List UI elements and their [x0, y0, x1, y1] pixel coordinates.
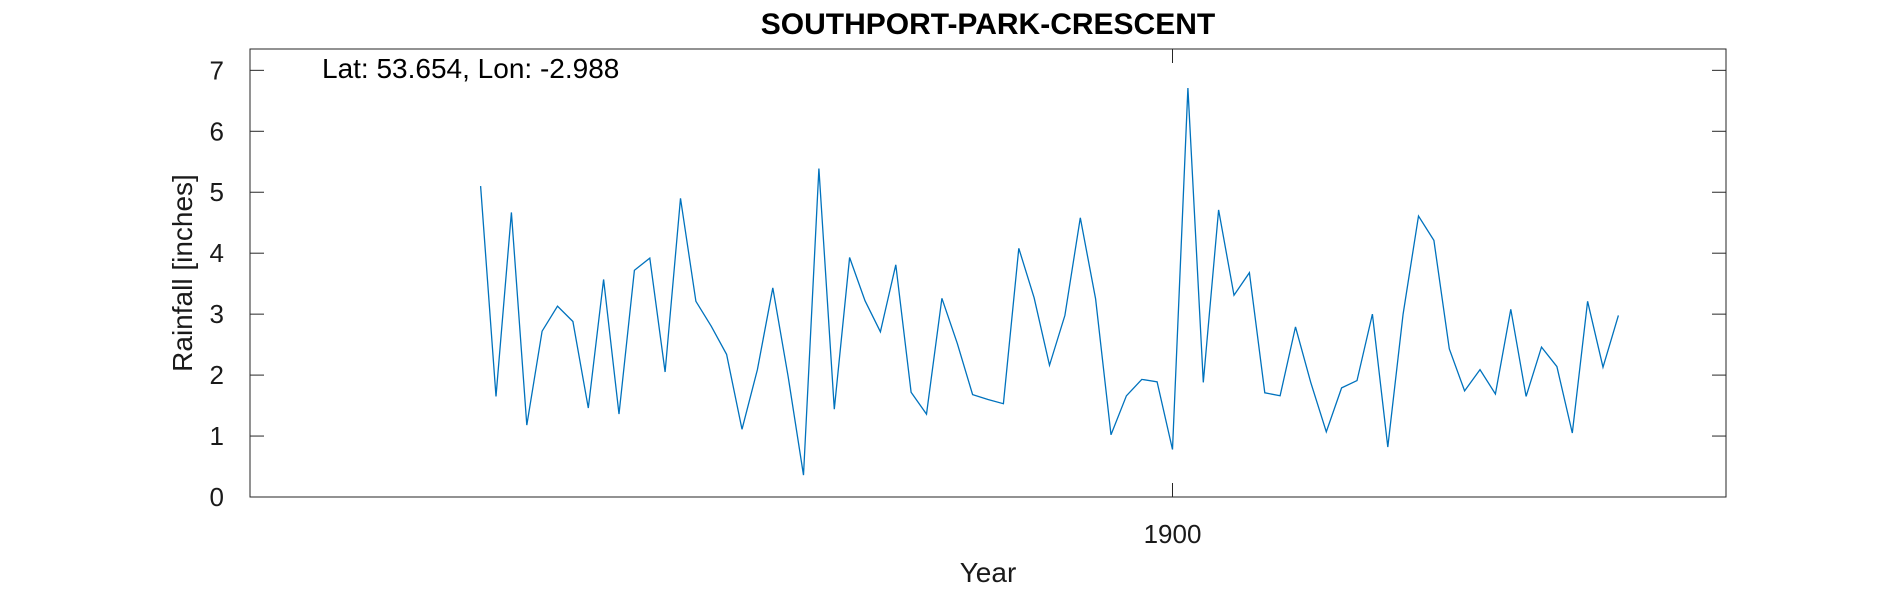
x-axis-label: Year — [960, 557, 1017, 588]
y-tick-label: 3 — [210, 299, 224, 329]
plot-area — [249, 48, 1727, 498]
location-annotation: Lat: 53.654, Lon: -2.988 — [322, 53, 619, 84]
y-tick-label: 5 — [210, 177, 224, 207]
y-tick-label: 2 — [210, 360, 224, 390]
x-tick-label: 1900 — [1144, 519, 1202, 549]
y-tick-label: 7 — [210, 55, 224, 85]
y-tick-label: 1 — [210, 421, 224, 451]
y-axis-label: Rainfall [inches] — [167, 174, 198, 372]
chart-title: SOUTHPORT-PARK-CRESCENT — [761, 8, 1215, 41]
x-axis-ticks: 1900 — [1144, 49, 1202, 549]
y-tick-label: 4 — [210, 238, 224, 268]
y-axis-ticks: 0 1 2 3 4 5 6 7 — [210, 55, 1726, 512]
y-tick-label: 6 — [210, 116, 224, 146]
y-tick-label: 0 — [210, 482, 224, 512]
rainfall-series — [479, 87, 1620, 476]
rainfall-line — [479, 87, 1620, 476]
